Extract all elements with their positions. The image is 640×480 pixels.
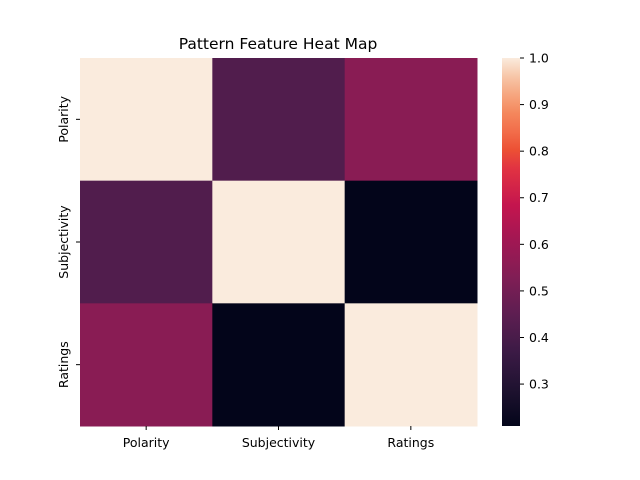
- heatmap-cell-ratings-polarity: [80, 303, 213, 427]
- y-tick-label: Subjectivity: [56, 205, 71, 279]
- y-tick-label: Ratings: [56, 341, 71, 388]
- heatmap-cell-polarity-subjectivity: [212, 58, 346, 182]
- colorbar-tick-label: 0.8: [529, 144, 549, 159]
- y-tick-label: Polarity: [56, 95, 71, 142]
- x-axis: Polarity Subjectivity Ratings: [123, 426, 434, 450]
- heatmap-cell-subjectivity-subjectivity: [212, 180, 346, 304]
- colorbar: 0.3 0.4 0.5 0.6 0.7 0.8 0.9 1.0: [502, 51, 549, 426]
- y-axis: Polarity Subjectivity Ratings: [56, 95, 80, 388]
- heatmap-cells: [80, 58, 478, 427]
- colorbar-tick-label: 0.6: [529, 237, 549, 252]
- heatmap-cell-ratings-ratings: [344, 303, 478, 427]
- heatmap-cell-subjectivity-ratings: [344, 180, 478, 304]
- x-tick-label: Subjectivity: [242, 435, 316, 450]
- colorbar-tick-label: 0.4: [529, 330, 549, 345]
- colorbar-gradient: [502, 58, 520, 426]
- colorbar-tick-label: 0.3: [529, 377, 549, 392]
- x-tick-label: Polarity: [123, 435, 170, 450]
- heatmap-cell-subjectivity-polarity: [80, 180, 213, 304]
- colorbar-ticks: 0.3 0.4 0.5 0.6 0.7 0.8 0.9 1.0: [520, 51, 549, 392]
- colorbar-tick-label: 0.5: [529, 283, 549, 298]
- heatmap-cell-polarity-polarity: [80, 58, 213, 182]
- heatmap-cell-polarity-ratings: [344, 58, 478, 182]
- colorbar-tick-label: 0.7: [529, 190, 549, 205]
- heatmap-cell-ratings-subjectivity: [212, 303, 346, 427]
- colorbar-tick-label: 1.0: [529, 51, 549, 66]
- chart-title: Pattern Feature Heat Map: [179, 35, 378, 53]
- x-tick-label: Ratings: [387, 435, 434, 450]
- colorbar-tick-label: 0.9: [529, 97, 549, 112]
